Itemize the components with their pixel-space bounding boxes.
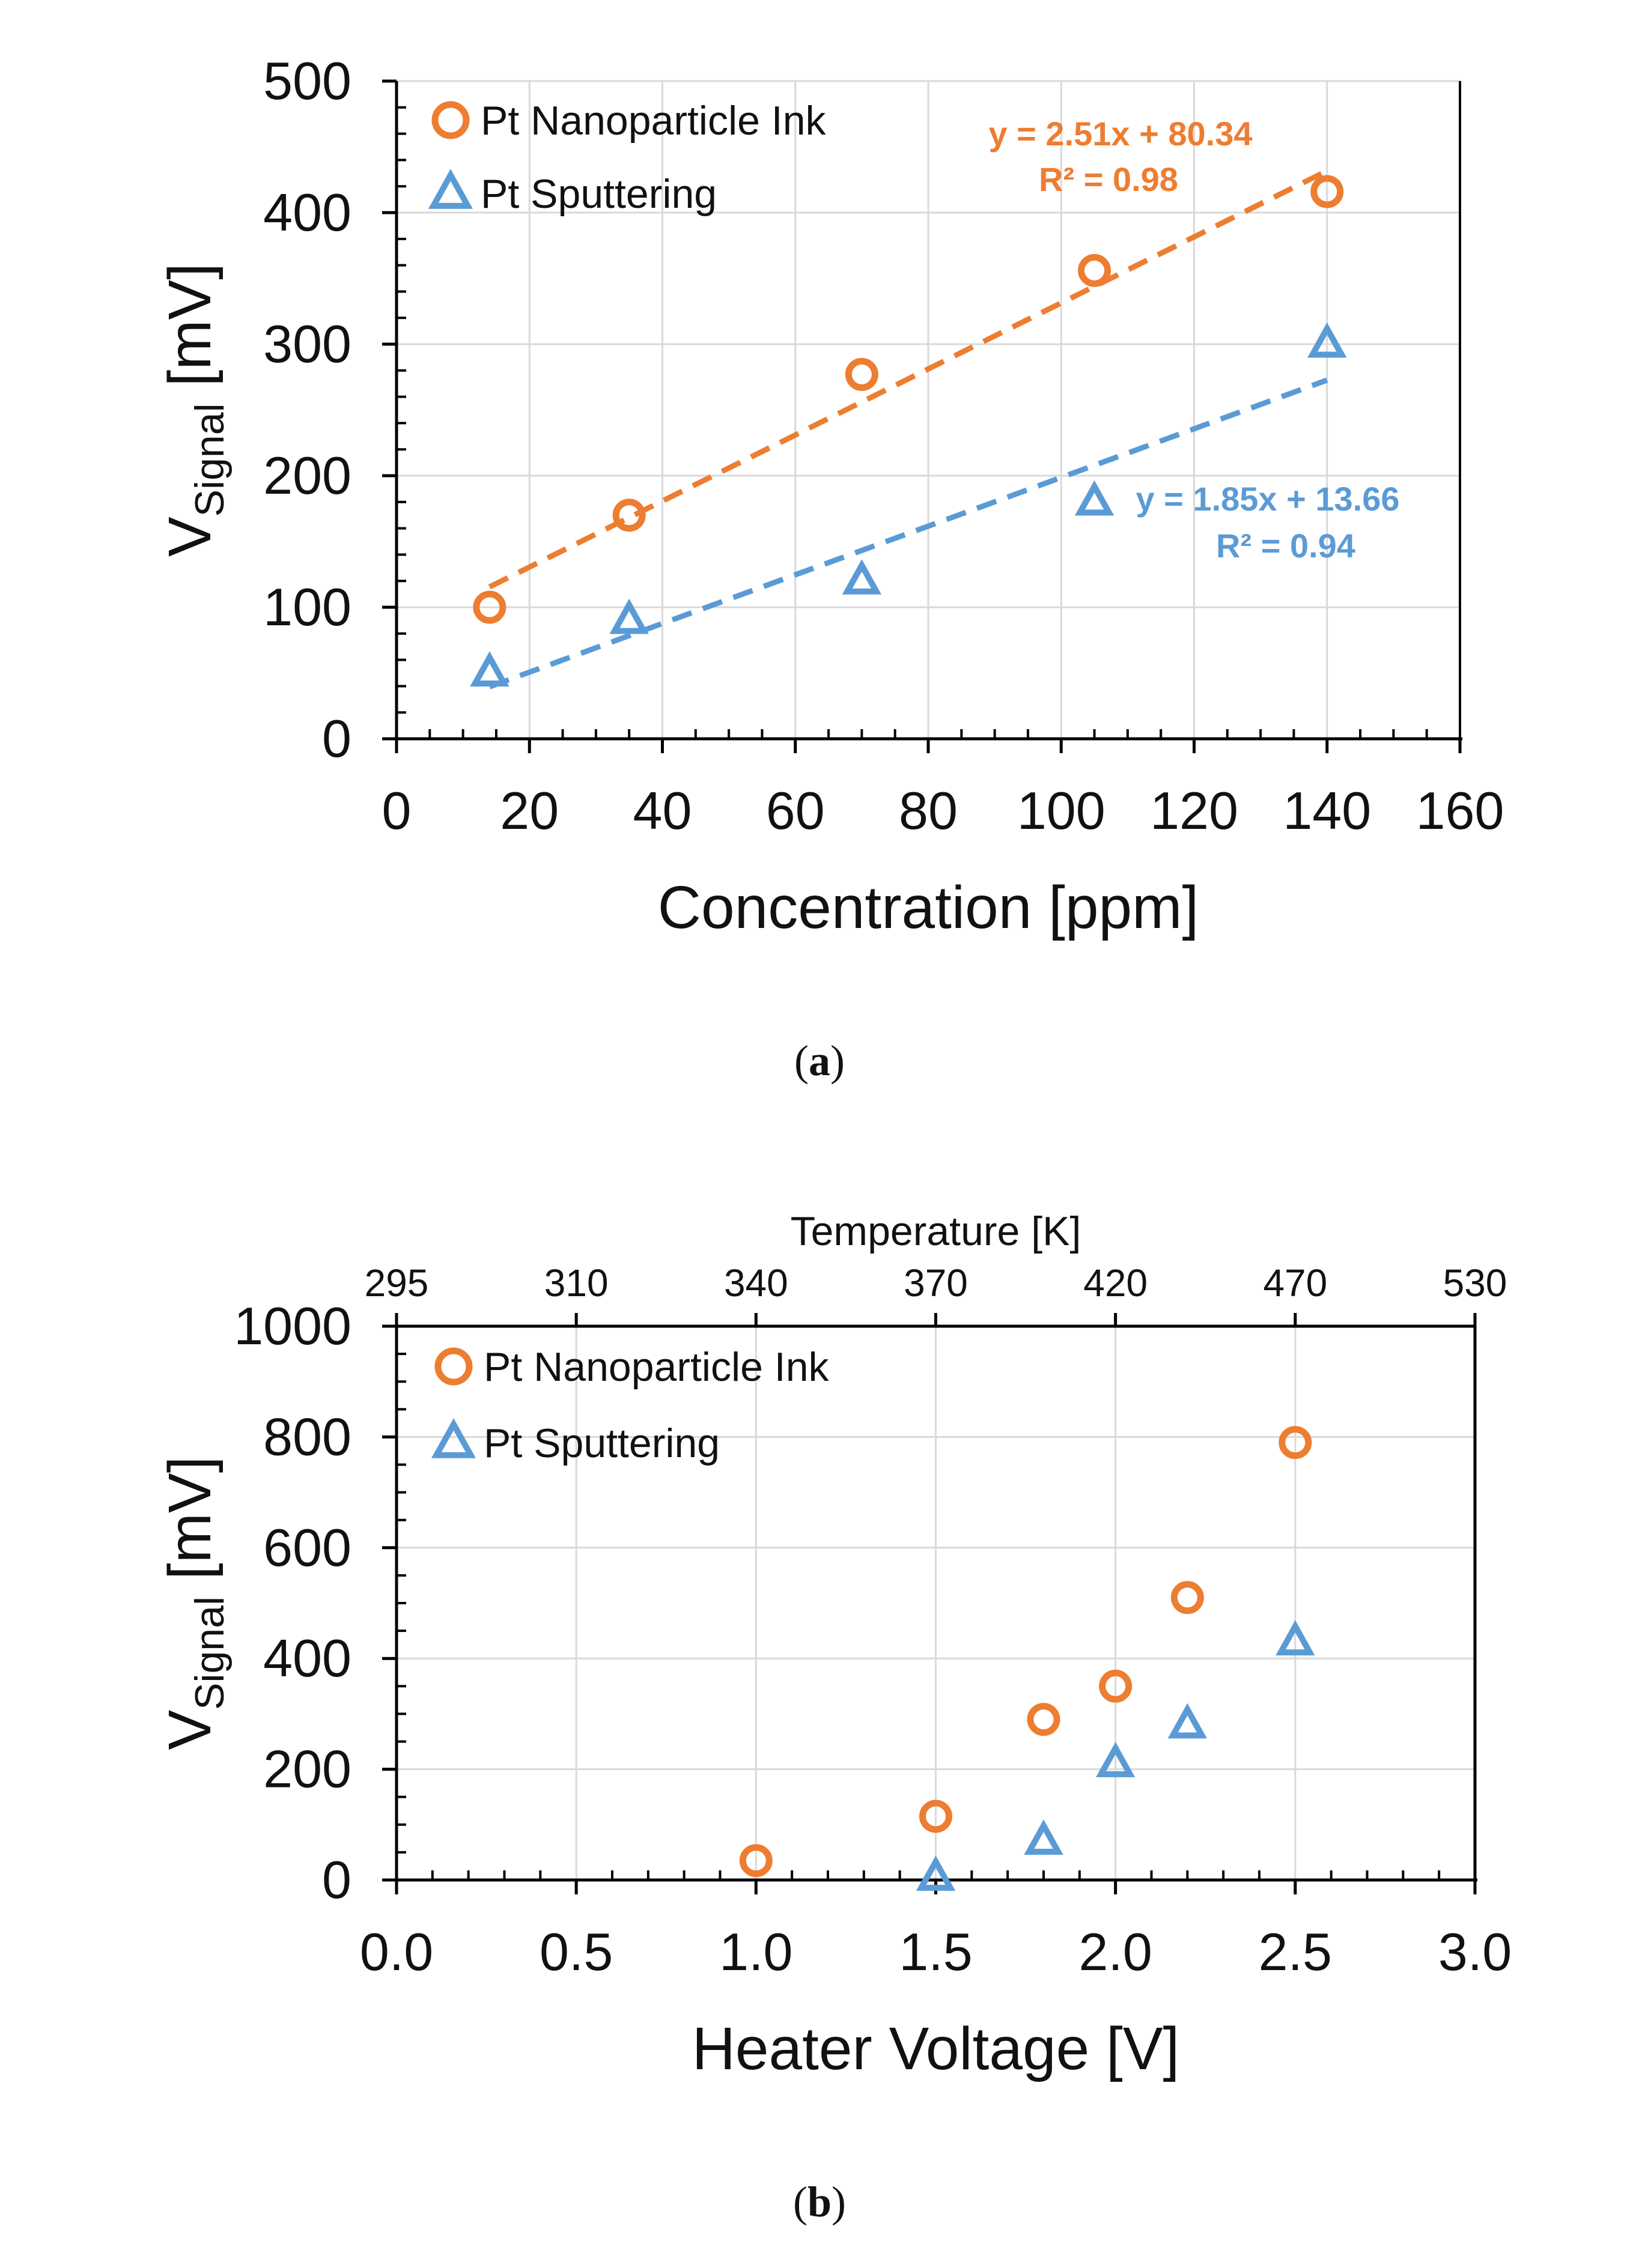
x-tick-label: 40 (633, 781, 692, 840)
x2-tick-label: 420 (1083, 1261, 1148, 1305)
legend-marker-sputtering (428, 169, 473, 209)
x-tick-label: 3.0 (1438, 1922, 1512, 1981)
x2-tick-label: 340 (724, 1261, 788, 1305)
y-tick-label: 0 (322, 1850, 351, 1909)
legend-label: Pt Sputtering (481, 171, 717, 217)
trendline-nanoparticle-ink (488, 168, 1328, 590)
y-tick-label: 100 (263, 577, 351, 637)
y-axis-title-unit: [mV] (156, 1456, 224, 1596)
data-point-sputtering (1095, 1742, 1136, 1777)
y-tick-label: 200 (263, 1739, 351, 1799)
y-tick-label: 400 (263, 1628, 351, 1688)
data-point-sputtering (1024, 1819, 1063, 1855)
data-point-nanoparticle-ink (739, 1844, 773, 1878)
y-axis-title: VSignal [mV] (156, 1456, 233, 1750)
figure-caption: (b) (793, 2178, 846, 2226)
data-point-sputtering (609, 598, 649, 634)
data-point-nanoparticle-ink (1027, 1703, 1060, 1736)
data-point-nanoparticle-ink (612, 499, 646, 532)
y-tick-label: 200 (263, 446, 351, 505)
data-point-sputtering (1167, 1703, 1208, 1739)
y-axis-title-unit: [mV] (156, 263, 224, 403)
legend-marker-nanoparticle-ink (431, 101, 470, 139)
y-tick-label: 300 (263, 314, 351, 374)
data-point-sputtering (842, 559, 882, 595)
x-tick-label: 20 (500, 781, 559, 840)
data-point-nanoparticle-ink (1099, 1669, 1133, 1703)
y-tick-label: 1000 (234, 1296, 351, 1356)
data-point-nanoparticle-ink (1078, 253, 1111, 287)
x-tick-label: 160 (1416, 781, 1504, 840)
caption-open-paren: ( (793, 2178, 807, 2226)
x-tick-label: 1.0 (719, 1922, 792, 1981)
legend-marker-nanoparticle-ink (434, 1347, 473, 1386)
y-tick-label: 500 (263, 51, 351, 111)
x-tick-label: 2.0 (1078, 1922, 1152, 1981)
data-point-sputtering (916, 1855, 956, 1891)
x-tick-label: 120 (1150, 781, 1238, 840)
data-point-nanoparticle-ink (1310, 175, 1344, 208)
x-tick-label: 0 (382, 781, 412, 840)
data-point-sputtering (1276, 1620, 1315, 1656)
caption-close-paren: ) (832, 2178, 846, 2226)
data-point-sputtering (470, 651, 509, 687)
x-tick-label: 0.0 (360, 1922, 433, 1981)
data-point-nanoparticle-ink (845, 357, 878, 391)
data-point-nanoparticle-ink (1170, 1581, 1204, 1615)
y-axis-title-subscript: Signal (187, 403, 233, 517)
data-point-sputtering (1307, 322, 1347, 358)
x2-axis-title: Temperature [K] (791, 1208, 1081, 1254)
x-tick-label: 60 (766, 781, 825, 840)
trendline-r-squared: R² = 0.94 (1216, 527, 1355, 565)
legend-label: Pt Sputtering (484, 1421, 720, 1466)
chart-panel-a: 0 100 200 300 400 500 0 20 40 60 80 100 120 140 160 Con… (156, 51, 1504, 941)
y-tick-label: 800 (263, 1407, 351, 1466)
caption-letter: b (807, 2178, 832, 2226)
legend-label: Pt Nanoparticle Ink (484, 1344, 830, 1390)
x-tick-label: 0.5 (540, 1922, 613, 1981)
legend-label: Pt Nanoparticle Ink (481, 98, 827, 144)
x-tick-label: 1.5 (899, 1922, 972, 1981)
x2-tick-label: 530 (1443, 1261, 1507, 1305)
caption-close-paren: ) (830, 1037, 845, 1085)
y-axis-title: VSignal [mV] (156, 263, 233, 557)
legend-marker-sputtering (431, 1418, 476, 1458)
x2-tick-label: 470 (1263, 1261, 1327, 1305)
trendline-equation: y = 2.51x + 80.34 (988, 115, 1252, 153)
data-point-nanoparticle-ink (473, 590, 506, 624)
trendline-r-squared: R² = 0.98 (1039, 160, 1178, 198)
data-point-nanoparticle-ink (919, 1800, 952, 1833)
x-tick-label: 100 (1017, 781, 1105, 840)
x2-tick-label: 370 (904, 1261, 968, 1305)
data-point-sputtering (1074, 480, 1114, 516)
y-tick-label: 400 (263, 183, 351, 242)
caption-open-paren: ( (794, 1037, 809, 1085)
x-axis-title: Concentration [ppm] (658, 874, 1199, 941)
x2-tick-label: 310 (544, 1261, 609, 1305)
data-point-nanoparticle-ink (1279, 1426, 1312, 1460)
y-axis-title-main: V (156, 517, 224, 557)
caption-letter: a (809, 1037, 830, 1085)
x-tick-label: 80 (899, 781, 958, 840)
x-axis-title: Heater Voltage [V] (692, 2015, 1180, 2082)
trendline-sputtering (488, 377, 1328, 690)
figure-caption: (a) (794, 1037, 845, 1085)
y-axis-title-subscript: Signal (187, 1596, 233, 1710)
chart-panel-b: 0 200 400 600 800 1000 0.0 0.5 1.0 1.5 2.0 2.5 3.0 29… (156, 1208, 1512, 2082)
y-tick-label: 600 (263, 1518, 351, 1577)
y-axis-title-main: V (156, 1710, 224, 1750)
x-tick-label: 140 (1283, 781, 1371, 840)
x2-tick-label: 295 (365, 1261, 429, 1305)
y-tick-label: 0 (322, 709, 351, 768)
trendline-equation: y = 1.85x + 13.66 (1136, 480, 1399, 518)
x-tick-label: 2.5 (1259, 1922, 1332, 1981)
